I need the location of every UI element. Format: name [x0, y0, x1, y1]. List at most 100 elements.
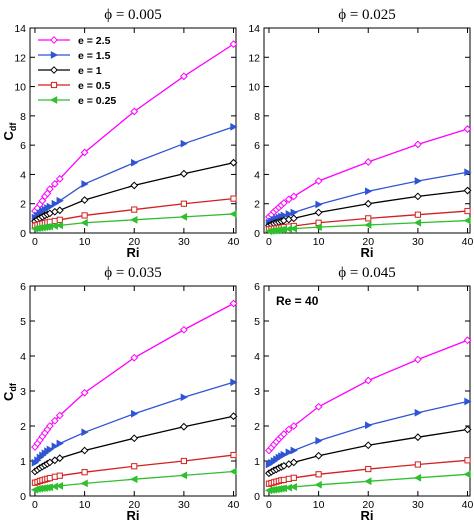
data-point [180, 139, 188, 148]
y-tick-label: 12 [248, 52, 260, 64]
y-tick-label: 14 [248, 23, 260, 35]
series-5 [30, 210, 237, 233]
data-point [130, 107, 139, 116]
data-point [280, 476, 287, 483]
data-point [229, 40, 238, 49]
annotation-reynolds: Re = 40 [276, 294, 319, 308]
x-tick-label: 30 [412, 236, 424, 248]
y-tick-label: 6 [254, 281, 260, 293]
data-point [413, 473, 422, 482]
data-point [284, 195, 293, 204]
data-point [230, 378, 238, 387]
series-2 [265, 397, 472, 469]
y-tick-label: 12 [14, 52, 26, 64]
data-point [130, 353, 139, 362]
y-tick-label: 3 [254, 386, 260, 398]
legend: e = 2.5 e = 1.5 e = 1 e = 0.5 e = 0.25 [38, 35, 116, 107]
y-tick-label: 4 [20, 351, 26, 363]
y-axis-label-main: C [1, 391, 16, 401]
data-point [55, 454, 64, 463]
data-point [290, 208, 298, 217]
data-point [285, 475, 292, 482]
y-tick-label: 2 [254, 199, 260, 211]
data-point [130, 215, 138, 224]
data-point [179, 471, 188, 480]
x-axis-label: Ri [127, 508, 140, 520]
data-point [413, 140, 422, 149]
data-point [51, 442, 59, 451]
series-3 [31, 158, 238, 226]
x-tick-label: 40 [228, 236, 240, 248]
data-point [55, 221, 63, 230]
data-point [56, 216, 63, 223]
y-tick-label: 2 [20, 421, 26, 433]
chart-title: ϕ = 0.025 [338, 7, 396, 23]
series-4 [31, 451, 237, 486]
series-1 [31, 299, 238, 451]
data-point [131, 409, 139, 418]
y-tick-label: 10 [14, 82, 26, 94]
data-point [365, 465, 372, 473]
data-point [80, 479, 88, 488]
data-point [179, 213, 188, 221]
data-point [130, 434, 139, 443]
x-tick-label: 30 [178, 236, 190, 248]
legend-marker [50, 66, 58, 74]
series-1 [265, 336, 472, 455]
data-point [56, 472, 63, 479]
x-tick-label: 40 [228, 499, 240, 511]
data-point [230, 122, 238, 131]
y-axis-label: Cdf [1, 122, 18, 141]
y-tick-label: 6 [20, 140, 26, 152]
legend-label: e = 1 [78, 65, 102, 77]
x-tick-label: 20 [362, 236, 374, 248]
data-point [315, 471, 322, 478]
data-point [290, 474, 297, 481]
data-point [80, 218, 88, 227]
data-point [279, 430, 288, 438]
y-tick-label: 2 [254, 421, 260, 433]
x-tick-label: 0 [32, 236, 38, 248]
data-point [289, 224, 297, 233]
y-axis-label-subscript: df [8, 382, 18, 391]
data-point [413, 192, 422, 201]
data-point [80, 196, 89, 204]
y-tick-label: 4 [254, 169, 260, 181]
data-point [180, 200, 187, 207]
x-tick-label: 0 [32, 499, 38, 511]
data-point [81, 212, 88, 219]
data-point [463, 186, 472, 195]
series-3 [31, 412, 238, 476]
y-tick-label: 8 [20, 111, 26, 123]
data-point [289, 458, 298, 467]
data-point [289, 192, 298, 201]
series-2 [31, 122, 238, 222]
series-3 [265, 186, 472, 230]
series-4 [31, 195, 237, 229]
data-point [55, 174, 64, 183]
series-5 [264, 470, 471, 495]
y-tick-label: 1 [20, 456, 26, 468]
data-point [463, 125, 472, 133]
data-point [464, 457, 471, 464]
y-tick-label: 6 [20, 281, 26, 293]
x-axis-label: Ri [127, 245, 140, 260]
legend-label: e = 1.5 [78, 50, 111, 62]
data-point [80, 388, 89, 397]
data-point [464, 397, 472, 406]
data-point [284, 425, 293, 434]
data-point [463, 470, 471, 479]
data-point [463, 425, 472, 434]
data-point [45, 422, 54, 430]
series-line [34, 126, 234, 219]
x-tick-label: 10 [79, 236, 91, 248]
data-point [179, 72, 188, 81]
data-point [364, 199, 373, 208]
y-tick-label: 0 [254, 228, 260, 240]
data-point [364, 477, 372, 486]
y-tick-label: 0 [254, 491, 260, 503]
data-point [51, 199, 59, 208]
data-point [314, 402, 323, 411]
data-point [81, 469, 88, 476]
data-point [414, 408, 422, 417]
